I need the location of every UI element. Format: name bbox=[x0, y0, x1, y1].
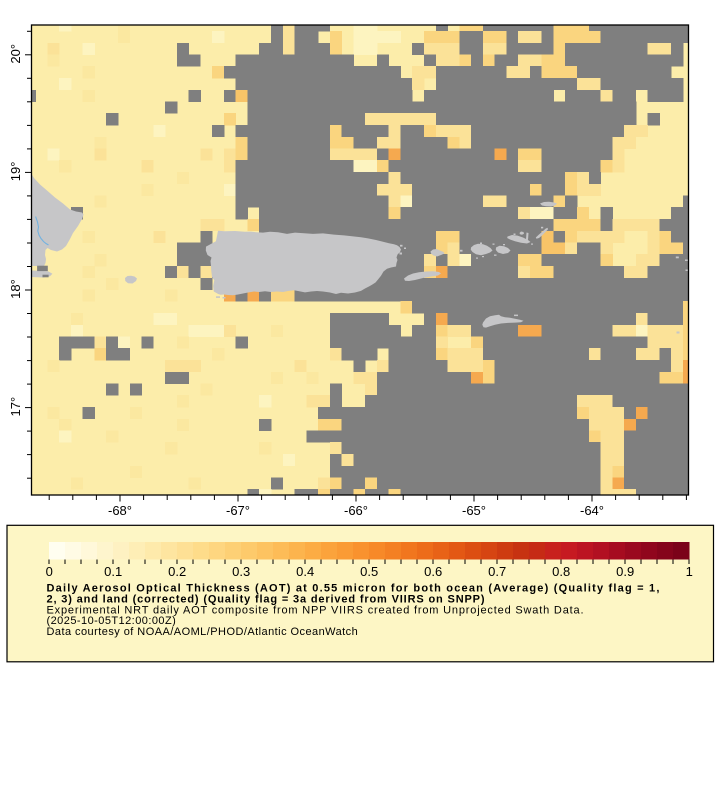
svg-text:0.6: 0.6 bbox=[424, 564, 442, 579]
svg-text:19°: 19° bbox=[8, 162, 23, 182]
svg-text:-68°: -68° bbox=[108, 503, 132, 518]
svg-text:Experimental NRT daily AOT com: Experimental NRT daily AOT composite fro… bbox=[47, 604, 585, 616]
svg-text:0.4: 0.4 bbox=[296, 564, 314, 579]
svg-text:0.7: 0.7 bbox=[488, 564, 506, 579]
svg-text:-64°: -64° bbox=[580, 503, 604, 518]
svg-text:Daily Aerosol Optical Thicknes: Daily Aerosol Optical Thickness (AOT) at… bbox=[47, 583, 661, 595]
svg-text:Data courtesy of NOAA/AOML/PHO: Data courtesy of NOAA/AOML/PHOD/Atlantic… bbox=[47, 626, 359, 638]
svg-text:20°: 20° bbox=[8, 44, 23, 64]
svg-text:-65°: -65° bbox=[462, 503, 486, 518]
svg-text:17°: 17° bbox=[8, 397, 23, 417]
svg-text:2, 3) and land (corrected) (Qu: 2, 3) and land (corrected) (Quality flag… bbox=[47, 593, 486, 605]
svg-text:0.1: 0.1 bbox=[104, 564, 122, 579]
svg-text:0.8: 0.8 bbox=[552, 564, 570, 579]
svg-text:-67°: -67° bbox=[226, 503, 250, 518]
svg-text:0.2: 0.2 bbox=[168, 564, 186, 579]
svg-text:18°: 18° bbox=[8, 279, 23, 299]
svg-text:0.3: 0.3 bbox=[232, 564, 250, 579]
svg-text:(2025-10-05T12:00:00Z): (2025-10-05T12:00:00Z) bbox=[47, 615, 177, 627]
svg-text:0.9: 0.9 bbox=[616, 564, 634, 579]
svg-text:0: 0 bbox=[46, 564, 53, 579]
svg-text:-66°: -66° bbox=[344, 503, 368, 518]
svg-text:1: 1 bbox=[686, 564, 693, 579]
svg-text:0.5: 0.5 bbox=[360, 564, 378, 579]
